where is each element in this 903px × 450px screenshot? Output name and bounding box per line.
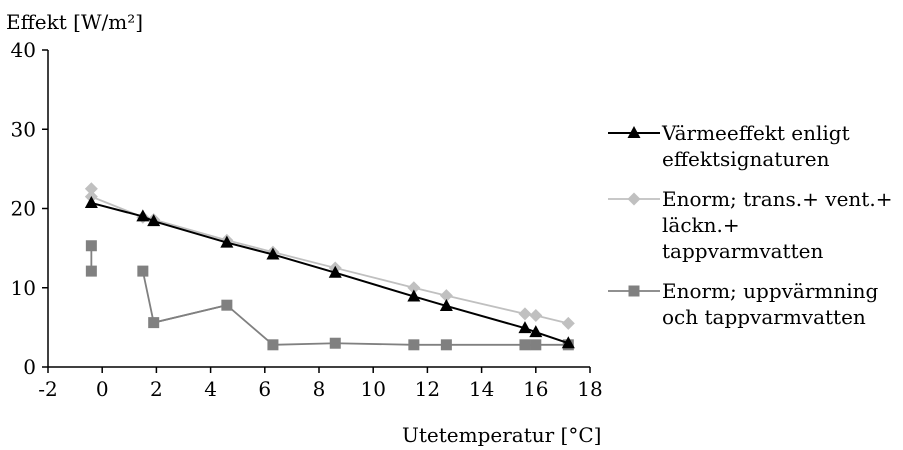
x-tick-label: -2	[38, 377, 57, 401]
data-point	[329, 337, 341, 349]
legend-label-enorm-trans: Enorm; trans.+ vent.+ läckn.+ tappvarmva…	[662, 187, 893, 263]
series-3	[85, 240, 574, 351]
legend-marker	[627, 126, 641, 138]
x-tick-label: 6	[258, 377, 271, 401]
x-tick-label: 10	[360, 377, 385, 401]
series-1	[84, 195, 575, 349]
x-tick-label: 14	[469, 377, 494, 401]
legend-marker	[627, 192, 641, 206]
data-point	[220, 235, 234, 248]
data-point	[518, 321, 532, 334]
y-tick-label: 20	[11, 197, 36, 221]
legend-label-effektsignatur: Värmeeffekt enligt effektsignaturen	[662, 121, 850, 171]
y-tick-label: 30	[11, 117, 36, 141]
legend-swatch-enorm-uppvarmning	[608, 285, 660, 297]
legend: Värmeeffekt enligt effektsignaturen Enor…	[606, 120, 898, 344]
data-point	[518, 307, 532, 321]
legend-item-enorm-uppvarmning: Enorm; uppvärmning och tappvarmvatten	[606, 278, 898, 330]
data-point	[530, 339, 542, 351]
data-point	[148, 317, 160, 329]
y-tick-label: 0	[23, 355, 36, 379]
data-point	[328, 265, 342, 278]
data-point	[407, 281, 421, 295]
data-point	[85, 265, 97, 277]
data-point	[408, 339, 420, 351]
data-point	[221, 299, 233, 311]
x-axis-label: Utetemperatur [°C]	[402, 423, 602, 447]
legend-marker	[628, 285, 640, 297]
data-point	[561, 316, 575, 330]
data-point	[84, 195, 98, 208]
data-point	[529, 308, 543, 322]
x-tick-label: 8	[313, 377, 326, 401]
chart-series	[84, 182, 575, 351]
data-point	[529, 325, 543, 338]
series-line	[90, 188, 569, 325]
series-line	[91, 201, 569, 345]
data-point	[147, 214, 161, 227]
legend-swatch-enorm-trans	[608, 192, 660, 206]
data-point	[561, 336, 575, 349]
data-point	[266, 247, 280, 260]
data-point	[267, 339, 279, 351]
y-tick-label: 10	[11, 276, 36, 300]
y-axis-label: Effekt [W/m²]	[6, 10, 144, 34]
x-tick-label: 16	[523, 377, 548, 401]
data-point	[440, 339, 452, 351]
data-point	[519, 339, 531, 351]
y-tick-label: 40	[11, 38, 36, 62]
data-point	[439, 298, 453, 311]
x-tick-label: 4	[204, 377, 217, 401]
x-tick-label: 12	[415, 377, 440, 401]
data-point	[137, 265, 149, 277]
legend-label-enorm-uppvarmning: Enorm; uppvärmning och tappvarmvatten	[662, 279, 879, 329]
data-point	[439, 289, 453, 303]
legend-item-effektsignatur: Värmeeffekt enligt effektsignaturen	[606, 120, 898, 172]
series-2	[84, 182, 575, 330]
data-point	[407, 289, 421, 302]
legend-item-enorm-trans: Enorm; trans.+ vent.+ läckn.+ tappvarmva…	[606, 186, 898, 264]
data-point	[84, 182, 98, 196]
x-tick-label: 0	[96, 377, 109, 401]
legend-swatch-effektsignatur	[608, 126, 660, 138]
data-point	[85, 240, 97, 252]
x-tick-label: 18	[577, 377, 602, 401]
series-line-segment	[153, 304, 274, 346]
x-tick-label: 2	[150, 377, 163, 401]
data-point	[136, 209, 150, 222]
